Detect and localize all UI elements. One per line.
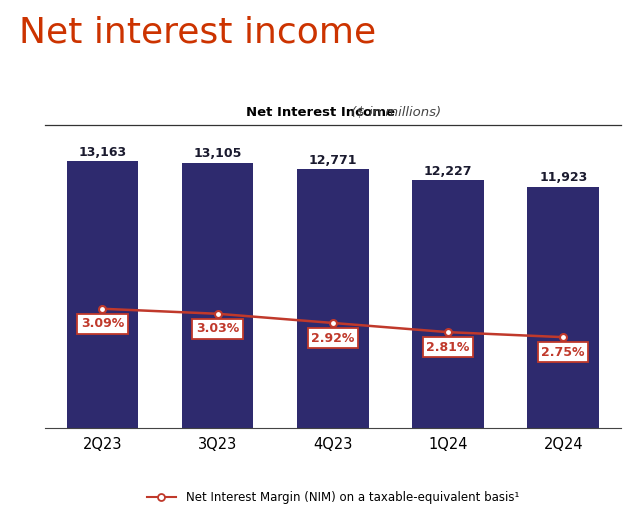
Bar — [67, 161, 138, 428]
Text: 2.75%: 2.75% — [541, 346, 585, 359]
Text: 13,163: 13,163 — [78, 146, 127, 159]
Text: 2.92%: 2.92% — [311, 332, 355, 345]
Text: 3.03%: 3.03% — [196, 322, 239, 336]
Bar — [527, 187, 599, 428]
Text: 12,227: 12,227 — [424, 165, 472, 178]
Text: 2.81%: 2.81% — [426, 341, 470, 354]
Text: Net Interest Income: Net Interest Income — [246, 106, 394, 119]
Bar — [412, 180, 484, 428]
Legend: Net Interest Margin (NIM) on a taxable-equivalent basis¹: Net Interest Margin (NIM) on a taxable-e… — [142, 487, 524, 507]
Bar — [182, 163, 253, 428]
Text: Net interest income: Net interest income — [19, 15, 376, 49]
Text: 11,923: 11,923 — [539, 171, 588, 184]
Bar — [297, 169, 369, 428]
Text: 13,105: 13,105 — [193, 147, 242, 160]
Text: 12,771: 12,771 — [308, 154, 357, 167]
Text: ($ in millions): ($ in millions) — [346, 106, 441, 119]
Text: 3.09%: 3.09% — [81, 317, 124, 331]
